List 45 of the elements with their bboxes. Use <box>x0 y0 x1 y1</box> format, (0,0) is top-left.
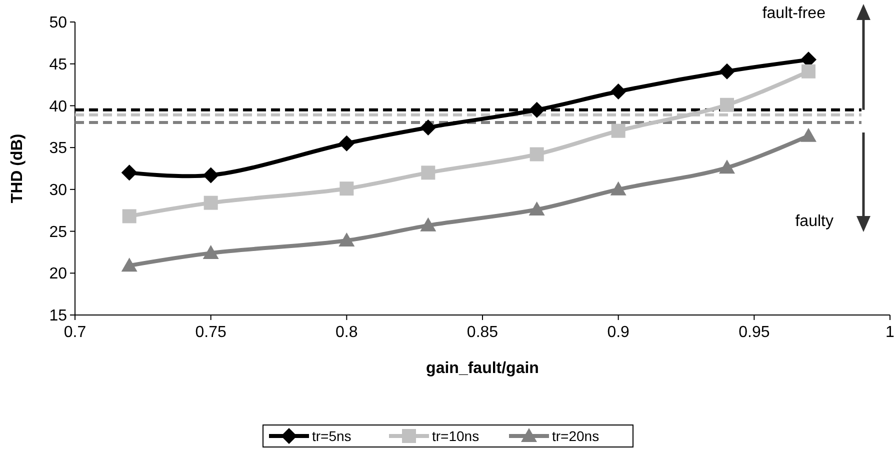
legend-label: tr=5ns <box>312 428 352 444</box>
legend-label: tr=20ns <box>552 428 600 444</box>
y-tick-label: 25 <box>49 224 68 241</box>
x-tick-label: 1 <box>886 324 895 341</box>
x-tick-label: 0.8 <box>336 324 358 341</box>
point <box>802 64 816 78</box>
point <box>202 167 219 184</box>
x-tick-label: 0.95 <box>738 324 770 341</box>
y-tick-label: 40 <box>49 98 68 116</box>
y-tick-label: 50 <box>49 14 68 32</box>
y-tick-label: 35 <box>49 140 68 158</box>
x-tick-label: 0.75 <box>195 324 227 341</box>
legend-label: tr=10ns <box>432 428 480 444</box>
y-tick-label: 15 <box>49 308 68 325</box>
point <box>202 245 219 260</box>
y-tick-label: 20 <box>49 266 68 283</box>
x-tick-label: 0.7 <box>64 324 86 341</box>
point <box>719 63 735 80</box>
x-axis-title: gain_fault/gain <box>426 360 539 377</box>
point <box>528 102 545 118</box>
point <box>530 147 544 162</box>
point <box>338 135 355 152</box>
y-tick-label: 45 <box>49 56 68 74</box>
x-tick-label: 0.9 <box>607 324 630 341</box>
x-tick-label: 0.85 <box>466 324 498 341</box>
point <box>800 128 816 142</box>
point <box>122 209 136 224</box>
point <box>204 196 218 210</box>
point <box>610 83 626 100</box>
point <box>720 98 734 112</box>
point <box>719 160 735 174</box>
point <box>338 232 355 246</box>
point <box>420 217 436 232</box>
point <box>421 166 436 180</box>
annotation: fault-free <box>762 5 826 22</box>
annotation: faulty <box>795 213 834 230</box>
point <box>121 258 138 272</box>
point <box>528 202 545 216</box>
y-axis-title: THD (dB) <box>9 134 26 204</box>
point <box>610 181 626 196</box>
point <box>611 124 626 138</box>
y-tick-label: 30 <box>49 182 68 200</box>
point <box>420 119 436 136</box>
point <box>121 164 138 181</box>
point <box>340 182 354 196</box>
